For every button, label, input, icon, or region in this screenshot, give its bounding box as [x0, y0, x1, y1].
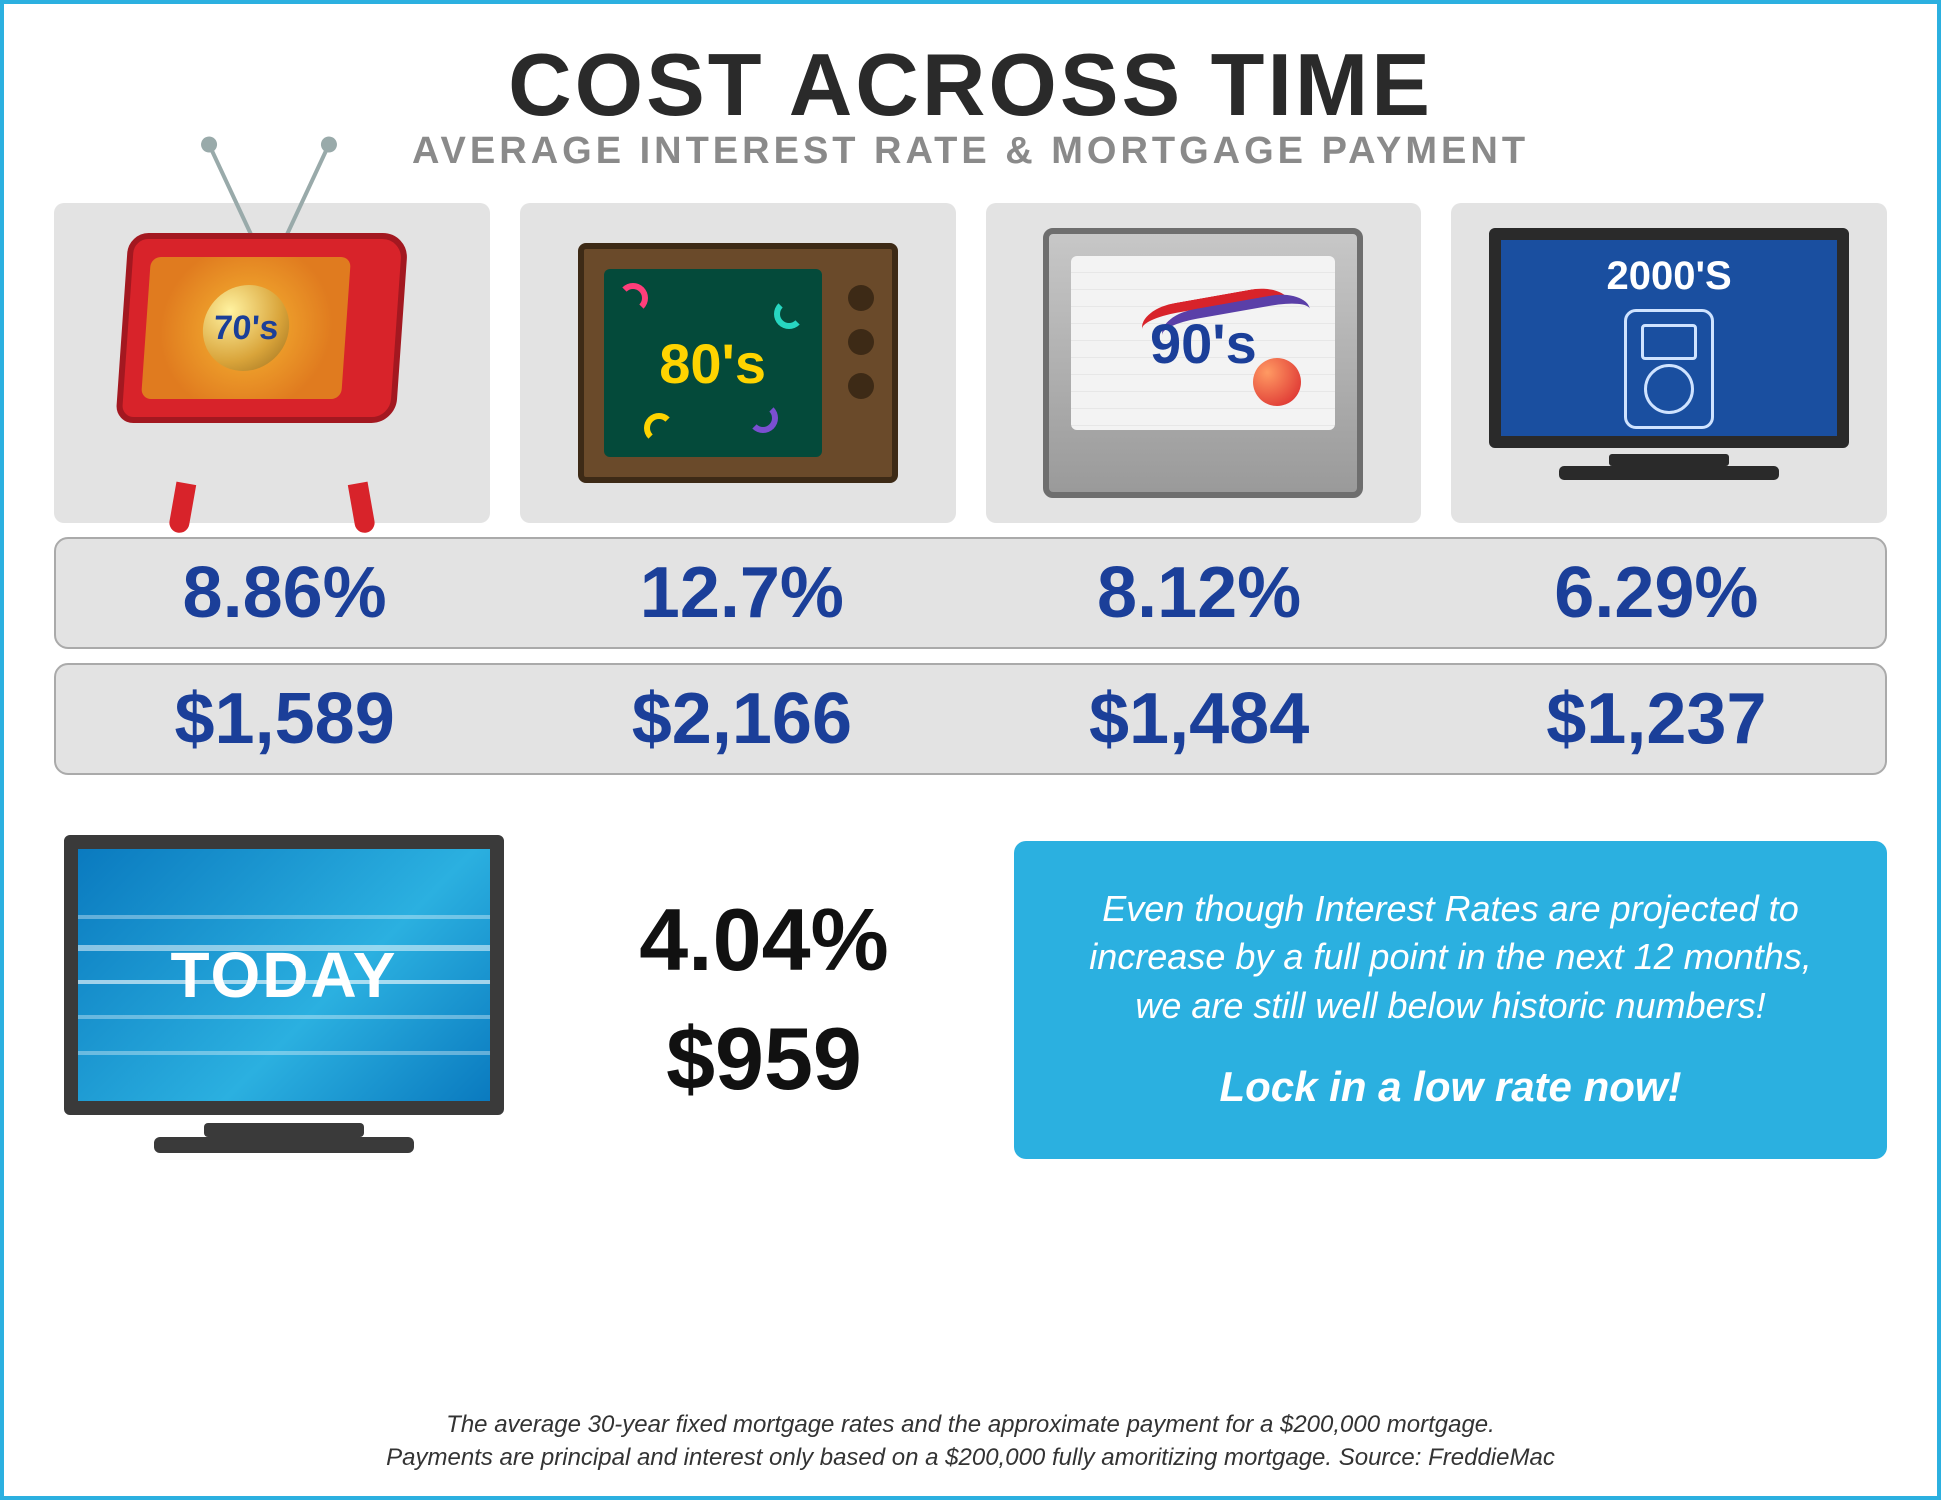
tv-80s-icon: 80's — [578, 243, 898, 483]
footnote: The average 30-year fixed mortgage rates… — [4, 1409, 1937, 1474]
decade-label-80s: 80's — [604, 269, 822, 457]
today-values: 4.04% $959 — [554, 881, 974, 1119]
tv-2000s-icon: 2000'S — [1479, 228, 1859, 498]
payment-row: $1,589 $2,166 $1,484 $1,237 — [54, 663, 1887, 775]
tv-90s-icon: 90's — [1043, 228, 1363, 498]
payment-90s: $1,484 — [971, 665, 1428, 773]
tv-today-icon: TODAY — [54, 835, 514, 1165]
decade-card-90s: 90's — [986, 203, 1422, 523]
today-section: TODAY 4.04% $959 Even though Interest Ra… — [54, 835, 1887, 1165]
callout-cta: Lock in a low rate now! — [1064, 1059, 1837, 1116]
decade-label-2000s: 2000'S — [1607, 254, 1732, 299]
rate-2000s: 6.29% — [1428, 539, 1885, 647]
decade-card-2000s: 2000'S — [1451, 203, 1887, 523]
decade-label-90s: 90's — [1150, 311, 1257, 376]
interest-rate-row: 8.86% 12.7% 8.12% 6.29% — [54, 537, 1887, 649]
footnote-line-1: The average 30-year fixed mortgage rates… — [4, 1409, 1937, 1441]
decade-card-70s: 70's — [54, 203, 490, 523]
infographic-frame: COST ACROSS TIME AVERAGE INTEREST RATE &… — [0, 0, 1941, 1500]
callout-box: Even though Interest Rates are projected… — [1014, 841, 1887, 1159]
callout-text: Even though Interest Rates are projected… — [1064, 885, 1837, 1031]
ipod-icon — [1624, 309, 1714, 429]
today-rate: 4.04% — [554, 881, 974, 1000]
decade-tv-row: 70's 80's — [54, 203, 1887, 523]
main-title: COST ACROSS TIME — [54, 34, 1887, 136]
payment-2000s: $1,237 — [1428, 665, 1885, 773]
rate-90s: 8.12% — [971, 539, 1428, 647]
rate-80s: 12.7% — [513, 539, 970, 647]
footnote-line-2: Payments are principal and interest only… — [4, 1442, 1937, 1474]
today-label: TODAY — [171, 938, 398, 1012]
payment-70s: $1,589 — [56, 665, 513, 773]
rate-70s: 8.86% — [56, 539, 513, 647]
decade-label-70s: 70's — [212, 309, 280, 348]
tv-70s-icon: 70's — [122, 233, 422, 493]
decade-card-80s: 80's — [520, 203, 956, 523]
today-payment: $959 — [554, 1000, 974, 1119]
payment-80s: $2,166 — [513, 665, 970, 773]
